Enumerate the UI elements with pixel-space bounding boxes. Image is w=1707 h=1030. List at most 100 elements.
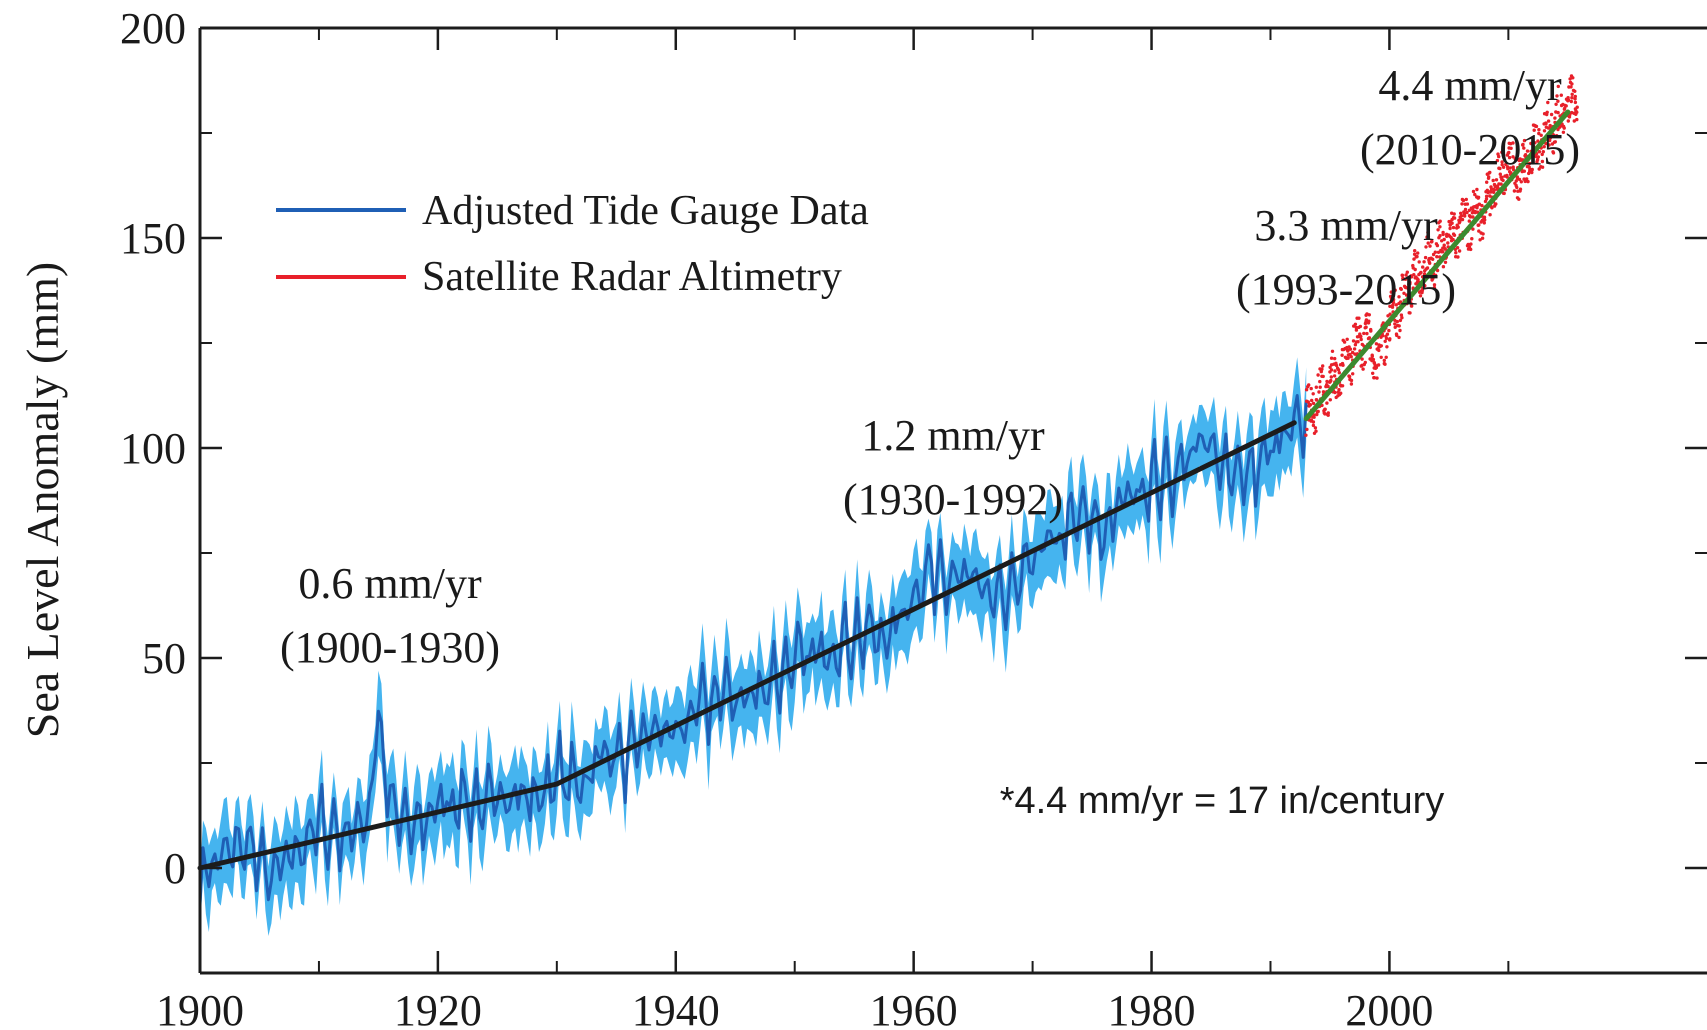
satellite-point [1371,371,1375,375]
satellite-point [1573,89,1577,94]
satellite-point [1502,191,1506,196]
satellite-point [1553,140,1558,144]
satellite-point [1318,385,1322,389]
satellite-point [1391,298,1396,302]
satellite-point [1493,202,1498,206]
satellite-point [1435,243,1440,248]
satellite-point [1312,415,1316,419]
satellite-point [1448,226,1452,231]
satellite-point [1398,328,1402,333]
satellite-point [1416,278,1420,282]
satellite-point [1517,197,1521,201]
satellite-point [1389,290,1394,294]
satellite-point [1314,385,1319,389]
satellite-point [1376,363,1381,367]
satellite-point [1569,99,1574,104]
satellite-point [1539,133,1543,137]
satellite-point [1433,273,1438,277]
satellite-point [1461,198,1466,203]
satellite-point [1397,335,1401,340]
satellite-point [1548,138,1552,143]
tick-labels-layer: 1900 1920 1940 1960 1980 2000 0 50 100 150 200 [120,4,1433,1030]
satellite-point [1328,365,1332,369]
satellite-point [1399,287,1404,291]
satellite-point [1489,190,1493,194]
satellite-point [1359,337,1363,342]
satellite-point [1570,96,1574,100]
satellite-point [1566,98,1571,102]
annotation-period: (1993-2015) [1236,265,1456,314]
satellite-point [1337,388,1341,392]
satellite-point [1575,117,1579,122]
satellite-point [1398,318,1403,323]
satellite-point [1383,339,1387,343]
satellite-point [1454,251,1458,255]
satellite-point [1460,217,1465,222]
satellite-point [1504,162,1508,167]
satellite-point [1531,161,1535,165]
satellite-point [1483,218,1487,222]
satellite-point [1507,150,1511,155]
satellite-point [1530,170,1534,175]
satellite-point [1393,325,1397,329]
satellite-point [1484,194,1489,198]
satellite-point [1511,155,1515,159]
legend: Adjusted Tide Gauge Data Satellite Radar… [276,188,869,300]
satellite-point [1349,355,1353,359]
satellite-point [1521,142,1525,147]
satellite-point [1470,237,1474,241]
satellite-point [1403,277,1408,281]
satellite-point [1321,374,1325,379]
satellite-point [1361,367,1365,371]
satellite-point [1393,322,1397,326]
satellite-point [1523,179,1527,184]
annotation-rate: 0.6 mm/yr [298,559,482,608]
satellite-point [1499,182,1503,186]
annotation-1900-1930: 0.6 mm/yr (1900-1930) [280,559,500,672]
satellite-point [1546,119,1551,123]
satellite-point [1507,155,1512,160]
satellite-point [1495,158,1500,163]
satellite-point [1480,203,1484,208]
satellite-point [1369,327,1373,332]
satellite-point [1465,202,1470,206]
satellite-point [1547,143,1551,147]
satellite-point [1370,353,1374,357]
satellite-point [1326,411,1331,415]
satellite-point [1426,241,1430,245]
satellite-point [1400,273,1404,277]
satellite-point [1534,124,1539,129]
satellite-point [1333,369,1337,373]
satellite-point [1379,355,1383,359]
y-axis-label: Sea Level Anomaly (mm) [17,262,68,739]
satellite-point [1529,141,1533,146]
satellite-point [1400,316,1404,320]
satellite-point [1330,349,1335,353]
satellite-point [1498,172,1503,176]
satellite-point [1477,223,1481,227]
satellite-point [1450,221,1454,225]
satellite-point [1320,367,1324,371]
satellite-point [1575,110,1579,115]
tide-gauge-line [200,394,1308,903]
annotation-period: (2010-2015) [1360,125,1580,174]
trend-line-2 [554,420,1297,787]
satellite-point [1380,334,1385,338]
satellite-point [1398,300,1403,304]
satellite-point [1513,157,1517,161]
satellite-point [1395,319,1400,324]
satellite-point [1405,270,1410,274]
satellite-point [1533,141,1537,145]
satellite-point [1508,166,1512,170]
satellite-point [1528,161,1532,166]
satellite-point [1457,249,1462,253]
satellite-point [1556,84,1561,89]
satellite-point [1388,304,1392,308]
satellite-point [1399,313,1404,317]
satellite-point [1467,208,1472,212]
satellite-point [1549,112,1554,117]
satellite-point [1419,270,1423,275]
satellite-point [1429,240,1434,244]
annotation-2010-2015: 4.4 mm/yr (2010-2015) [1360,61,1580,174]
